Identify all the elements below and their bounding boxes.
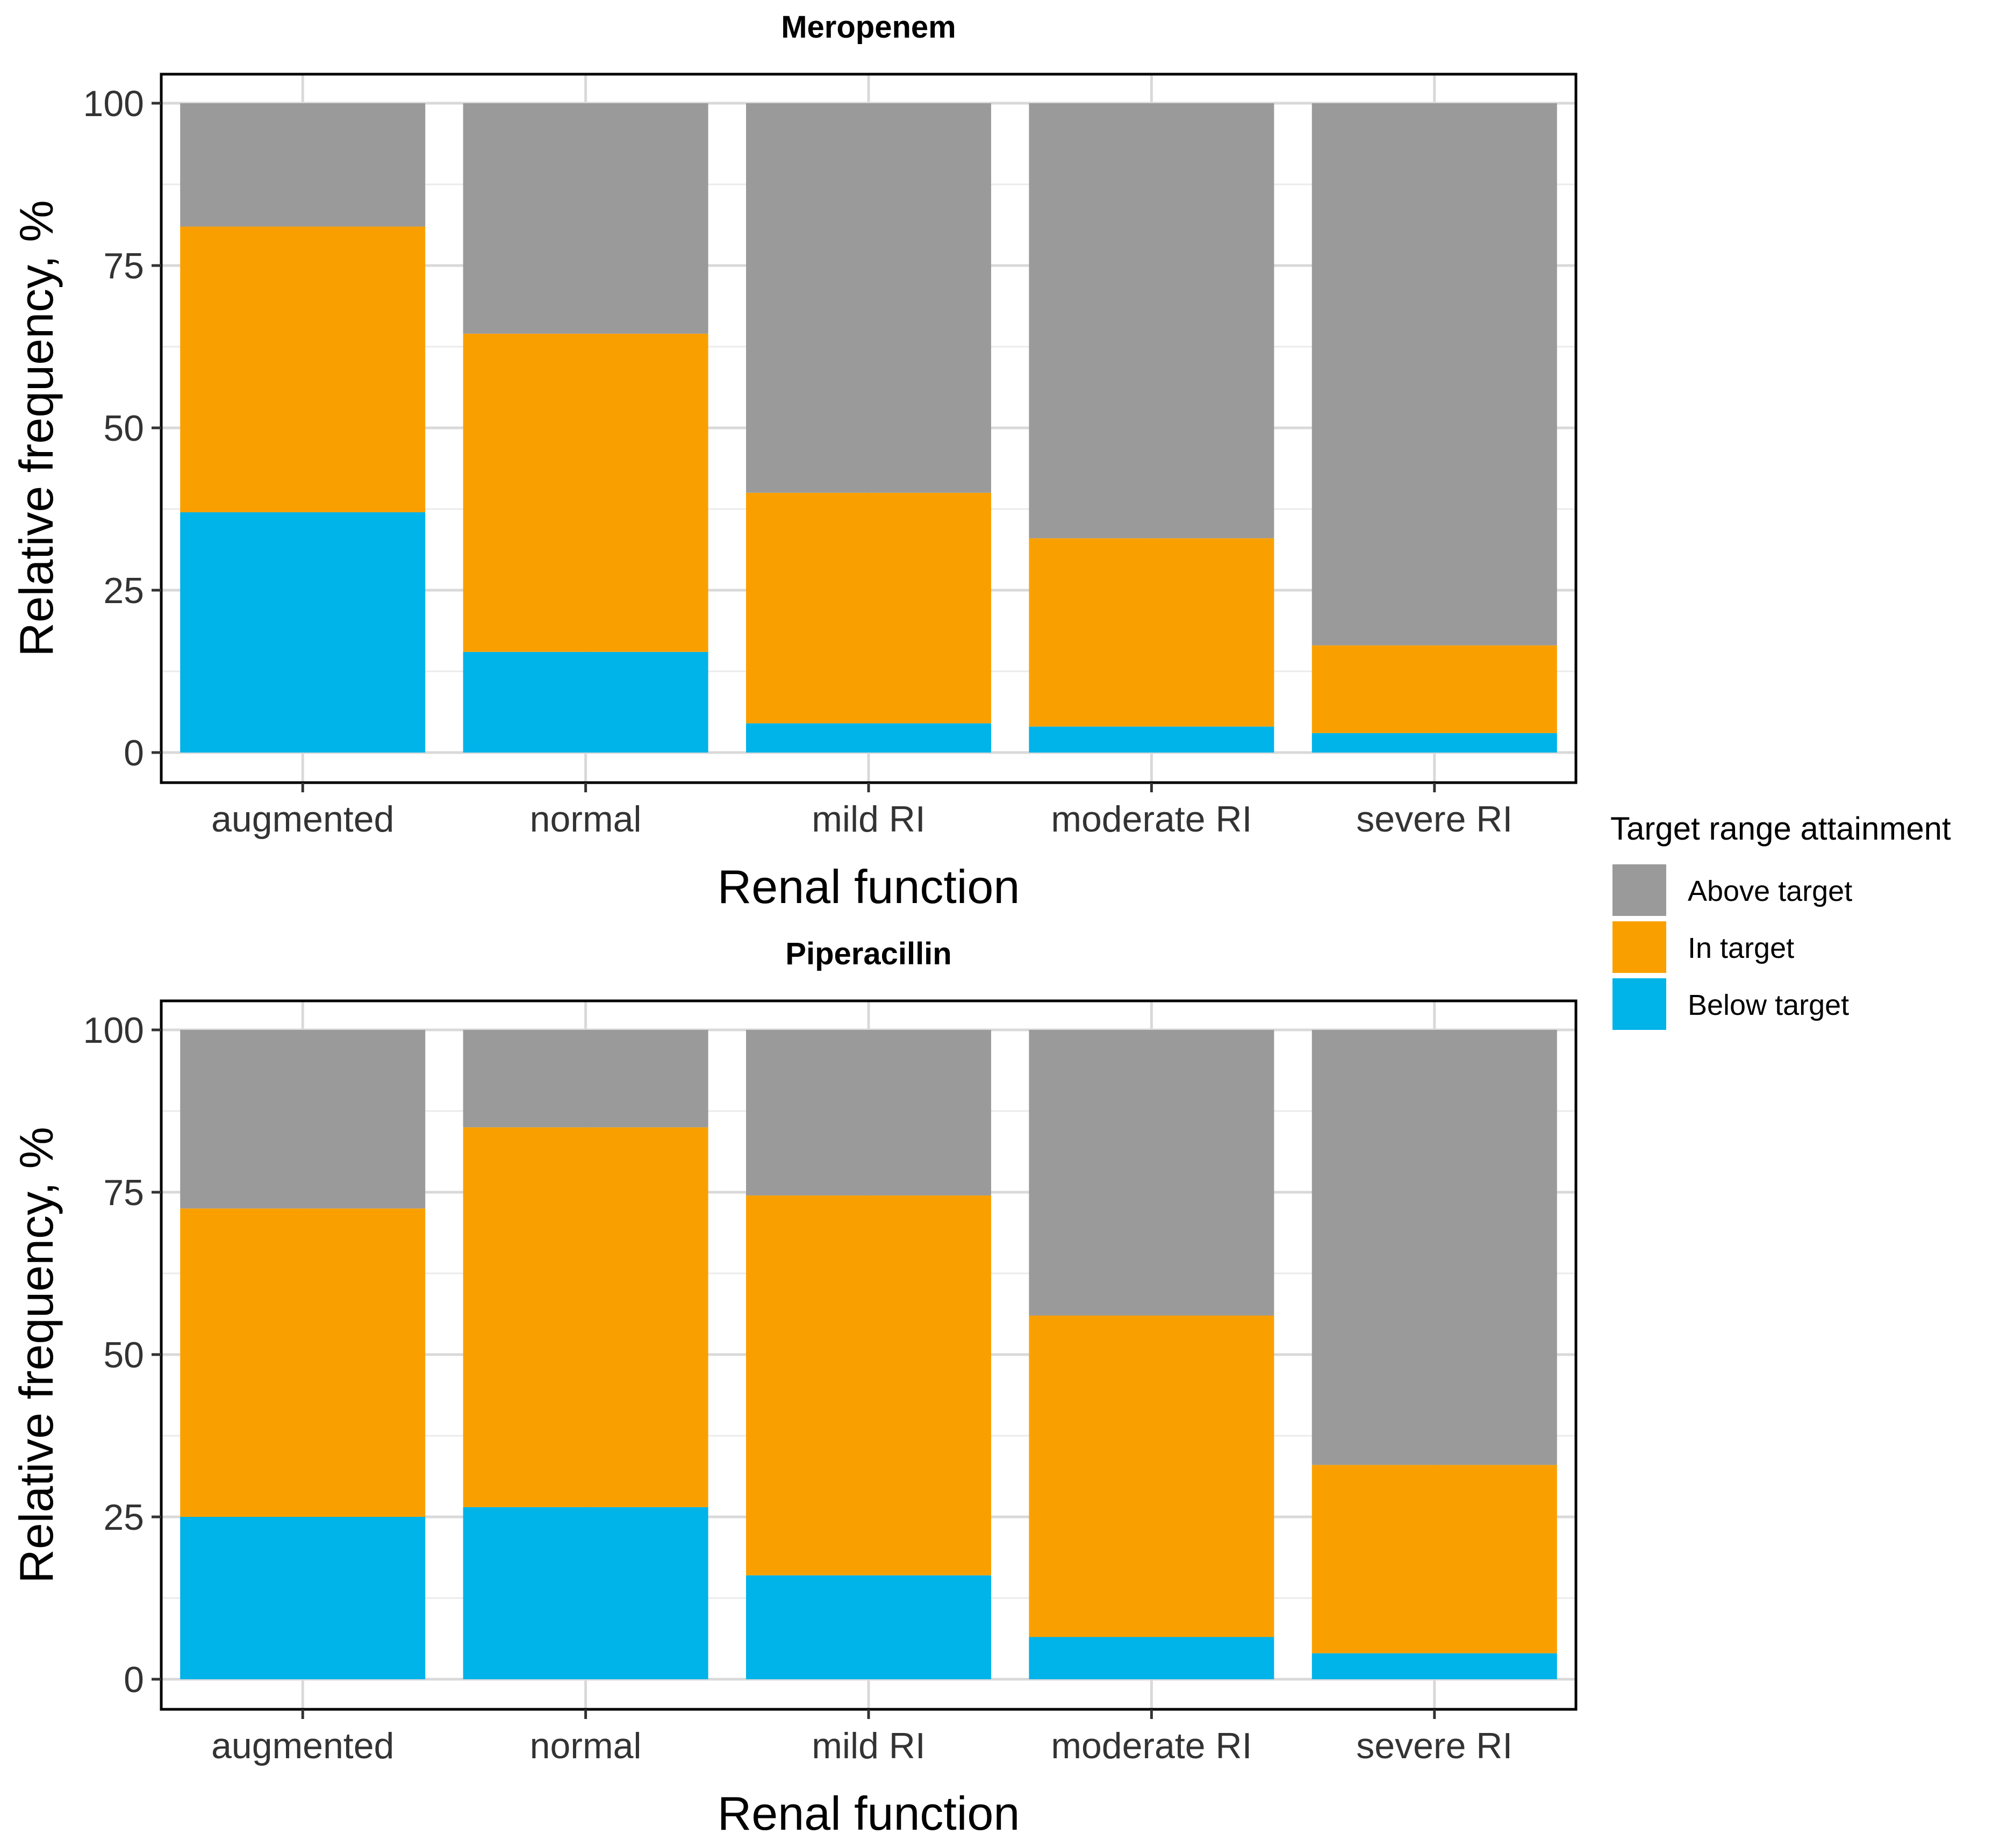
bar-above-target [180, 1030, 426, 1209]
y-tick-label: 50 [103, 1335, 144, 1376]
panel-meropenem: 0 25 50 75 100 augmented normal mild RI moderate… [10, 10, 1578, 913]
bar-above-target [1311, 1030, 1557, 1465]
bar-above-target [463, 1030, 708, 1128]
panel-title: Meropenem [781, 10, 956, 45]
x-tick-label: mild RI [812, 1725, 926, 1766]
y-tick-label: 0 [124, 1659, 144, 1700]
bar-below-target [1311, 1653, 1557, 1679]
bar-above-target [463, 103, 708, 334]
y-axis-title: Relative frequency, % [10, 1127, 63, 1583]
bar-in-target [746, 1195, 991, 1575]
bar-below-target [180, 1517, 426, 1679]
y-tick-label: 0 [124, 733, 144, 773]
x-tick-label: augmented [211, 1725, 394, 1766]
bar-in-target [1029, 1315, 1274, 1637]
legend-swatch-in [1612, 921, 1666, 973]
bar-below-target [180, 512, 426, 753]
legend-swatch-above [1612, 864, 1666, 916]
legend-swatch-below [1612, 978, 1666, 1030]
bar-below-target [1029, 726, 1274, 753]
y-axis-title: Relative frequency, % [10, 200, 63, 656]
bar-in-target [180, 1208, 426, 1517]
x-tick-label: normal [530, 1725, 642, 1766]
bar-in-target [1311, 1465, 1557, 1653]
bar-in-target [463, 1127, 708, 1507]
x-tick-label: normal [530, 799, 642, 840]
bar-below-target [746, 723, 991, 753]
bar-in-target [463, 333, 708, 652]
x-axis-title: Renal function [718, 860, 1020, 913]
y-tick-label: 75 [103, 246, 144, 286]
y-tick-label: 100 [83, 83, 144, 124]
legend-label-above: Above target [1688, 875, 1852, 907]
bar-above-target [1029, 1030, 1274, 1316]
x-axis-title: Renal function [718, 1787, 1020, 1840]
x-tick-label: moderate RI [1051, 799, 1252, 840]
bar-in-target [746, 492, 991, 724]
legend: Target range attainment Above target In ta… [1610, 811, 1951, 1030]
bar-in-target [1029, 538, 1274, 727]
panel-title: Piperacillin [785, 936, 951, 971]
x-tick-label: severe RI [1356, 799, 1512, 840]
bar-above-target [1311, 103, 1557, 646]
bar-below-target [463, 1507, 708, 1679]
y-tick-label: 25 [103, 1497, 144, 1538]
bar-below-target [463, 651, 708, 753]
x-tick-label: severe RI [1356, 1725, 1512, 1766]
y-tick-label: 50 [103, 408, 144, 449]
legend-label-in: In target [1688, 932, 1794, 964]
bar-above-target [1029, 103, 1274, 539]
bar-above-target [180, 103, 426, 227]
y-tick-label: 100 [83, 1010, 144, 1051]
legend-title: Target range attainment [1610, 811, 1951, 847]
bar-below-target [1029, 1637, 1274, 1679]
x-tick-label: augmented [211, 799, 394, 840]
panel-piperacillin: 0 25 50 75 100 augmented normal mild RI moderate… [10, 936, 1578, 1840]
y-tick-label: 75 [103, 1172, 144, 1213]
x-tick-label: moderate RI [1051, 1725, 1252, 1766]
bar-above-target [746, 1030, 991, 1196]
legend-label-below: Below target [1688, 989, 1849, 1021]
bar-in-target [1311, 645, 1557, 733]
bar-below-target [1311, 733, 1557, 753]
bar-in-target [180, 226, 426, 513]
x-tick-label: mild RI [812, 799, 926, 840]
bar-above-target [746, 103, 991, 493]
y-tick-label: 25 [103, 570, 144, 611]
bar-below-target [746, 1575, 991, 1679]
